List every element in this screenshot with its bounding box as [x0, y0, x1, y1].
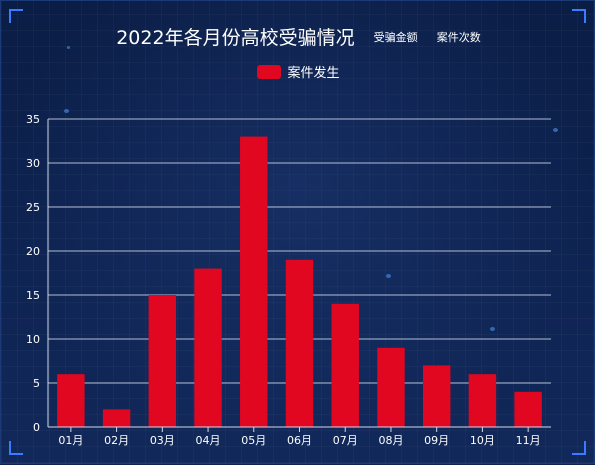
- bar: [57, 374, 85, 427]
- x-tick-label: 07月: [333, 434, 358, 447]
- background-speck: [553, 128, 558, 132]
- bar: [285, 259, 314, 427]
- x-tick-label: 06月: [287, 434, 312, 447]
- bar: [468, 374, 497, 427]
- bar: [194, 268, 222, 427]
- y-tick-label: 30: [26, 157, 40, 170]
- x-tick-label: 11月: [516, 434, 541, 447]
- corner-top-right-decoration: [572, 9, 586, 23]
- x-tick-label: 03月: [150, 434, 175, 447]
- x-tick-label: 01月: [58, 434, 83, 447]
- bar: [240, 136, 268, 427]
- y-tick-label: 5: [33, 377, 40, 390]
- corner-bottom-right-decoration: [572, 441, 586, 455]
- legend-swatch: [257, 64, 282, 79]
- y-tick-label: 20: [26, 245, 40, 258]
- bar: [102, 409, 131, 427]
- x-tick-label: 02月: [104, 434, 129, 447]
- bar: [514, 391, 542, 427]
- legend[interactable]: 案件发生: [1, 62, 595, 81]
- background-speck: [490, 327, 495, 331]
- bar: [331, 303, 359, 427]
- y-tick-label: 35: [26, 113, 40, 126]
- background-speck: [67, 46, 70, 49]
- y-tick-label: 10: [26, 333, 40, 346]
- bar: [377, 347, 405, 427]
- x-tick-label: 04月: [196, 434, 221, 447]
- x-tick-label: 08月: [378, 434, 403, 447]
- background-speck: [64, 109, 69, 113]
- chart-title: 2022年各月份高校受骗情况: [116, 27, 355, 49]
- bar: [422, 365, 451, 427]
- y-tick-label: 0: [33, 421, 40, 434]
- y-tick-label: 15: [26, 289, 40, 302]
- bar: [148, 295, 177, 427]
- corner-top-left-decoration: [9, 9, 23, 23]
- y-tick-label: 25: [26, 201, 40, 214]
- legend-label: 案件发生: [287, 66, 340, 81]
- corner-bottom-left-decoration: [9, 441, 23, 455]
- tab-count[interactable]: 案件次数: [436, 30, 481, 44]
- background-speck: [386, 274, 391, 278]
- x-tick-label: 05月: [241, 434, 266, 447]
- tab-amount[interactable]: 受骗金额: [373, 30, 418, 44]
- x-tick-label: 10月: [470, 434, 495, 447]
- x-tick-label: 09月: [424, 434, 449, 447]
- title-bar: 2022年各月份高校受骗情况 受骗金额 案件次数: [1, 23, 595, 50]
